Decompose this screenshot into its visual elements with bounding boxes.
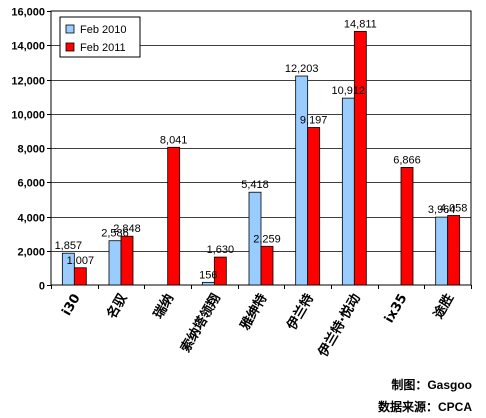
data-label: 10,912 — [332, 85, 366, 97]
x-category-label: 途胜 — [430, 291, 457, 322]
chart-credit: 制图：Gasgoo — [391, 378, 472, 392]
bar-feb-2011 — [73, 267, 87, 286]
bar-feb-2010 — [295, 75, 309, 286]
bar-feb-2011 — [447, 215, 461, 286]
bar-feb-2011 — [213, 256, 227, 286]
data-label: 12,203 — [285, 63, 319, 75]
data-source: 数据来源：CPCA — [377, 400, 472, 414]
legend-swatch — [65, 24, 75, 34]
data-label: 14,811 — [344, 18, 377, 30]
data-label: 1,630 — [207, 244, 235, 256]
legend-swatch — [65, 42, 75, 52]
y-tick-label: 4,000 — [17, 213, 45, 225]
y-tick-label: 8,000 — [17, 144, 45, 156]
data-label: 5,418 — [241, 179, 269, 191]
data-label: 6,866 — [393, 154, 421, 166]
bar-feb-2011 — [260, 245, 274, 286]
x-category-label: 伊兰特 — [283, 291, 317, 334]
legend-label: Feb 2010 — [80, 24, 126, 36]
data-label: 3,964 — [428, 204, 456, 216]
x-category-label: i30 — [60, 292, 84, 319]
bar-feb-2010 — [108, 240, 122, 286]
bar-feb-2011 — [353, 30, 367, 286]
y-tick-label: 0 — [39, 281, 45, 293]
legend-label: Feb 2011 — [80, 42, 126, 54]
x-category-label: 名驭 — [104, 290, 131, 321]
data-label: 8,041 — [160, 134, 188, 146]
data-label: 9,197 — [300, 115, 328, 127]
data-label: 2,586 — [101, 228, 129, 240]
data-label: 2,848 — [113, 223, 141, 235]
x-category-label: 伊兰特·悦动 — [314, 291, 363, 360]
y-tick-label: 2,000 — [17, 247, 45, 259]
data-label: 1,007 — [67, 255, 95, 267]
y-tick-label: 12,000 — [11, 76, 45, 88]
y-tick-label: 14,000 — [11, 41, 45, 53]
data-label: 2,259 — [253, 233, 281, 245]
data-label: 4,058 — [440, 203, 468, 215]
bar-feb-2011 — [400, 167, 414, 286]
x-category-label: 瑞纳 — [150, 291, 177, 322]
x-category-label: 索纳塔领翔 — [177, 291, 223, 355]
bar-feb-2010 — [435, 216, 449, 286]
bar-feb-2010 — [341, 97, 355, 286]
bar-feb-2011 — [307, 127, 321, 286]
y-tick-label: 16,000 — [11, 7, 45, 19]
bar-feb-2010 — [248, 191, 262, 286]
data-label: 156 — [199, 269, 217, 281]
bar-feb-2010 — [201, 281, 215, 286]
x-category-label: ix35 — [382, 292, 410, 326]
bar-feb-2011 — [167, 146, 181, 286]
bar-feb-2011 — [120, 235, 134, 286]
y-tick-label: 6,000 — [17, 178, 45, 190]
x-category-label: 雅绅特 — [237, 291, 270, 333]
data-label: 1,857 — [55, 240, 83, 252]
y-tick-label: 10,000 — [11, 110, 45, 122]
